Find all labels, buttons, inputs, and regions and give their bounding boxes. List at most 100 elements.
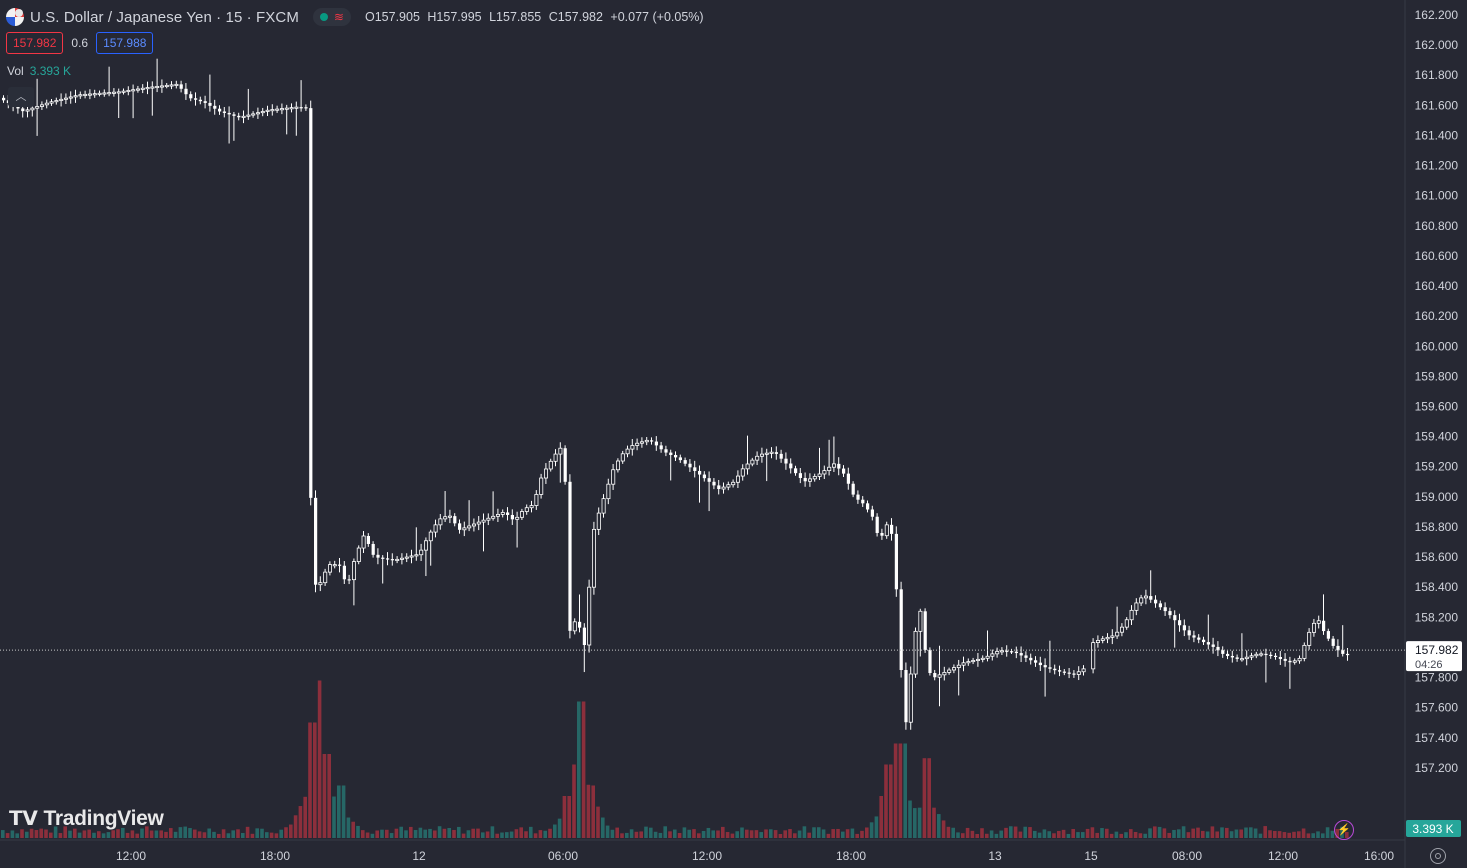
- candle-body-up: [1307, 631, 1312, 646]
- volume-bar: [1129, 829, 1133, 838]
- volume-bar: [855, 833, 859, 838]
- logo-text: TradingView: [43, 806, 164, 830]
- candle-body-up: [443, 516, 448, 520]
- market-open-icon: [319, 13, 328, 21]
- volume-bar: [317, 680, 322, 838]
- volume-bar: [1196, 827, 1200, 838]
- volume-bar: [860, 830, 864, 838]
- candle-body-down: [1274, 655, 1278, 658]
- volume-bar: [538, 830, 543, 838]
- volume-bar: [769, 829, 773, 838]
- candle-body-up: [241, 115, 246, 118]
- volume-bar: [135, 833, 139, 838]
- candle-body-down: [1149, 596, 1153, 600]
- candle-body-down: [376, 554, 380, 558]
- candle-body-up: [736, 475, 741, 483]
- candle-body-down: [669, 452, 673, 455]
- bar-countdown-label: 04:26: [1415, 659, 1443, 671]
- candle-body-up: [361, 535, 366, 549]
- volume-bar: [644, 826, 648, 838]
- volume-bar: [754, 830, 759, 838]
- candle-body-down: [904, 670, 908, 723]
- volume-bar: [125, 832, 130, 838]
- volume-bar: [1133, 831, 1138, 838]
- volume-bar: [452, 829, 456, 838]
- volume-bar: [1181, 826, 1186, 838]
- volume-bar: [989, 830, 994, 838]
- sell-button[interactable]: 157.982: [6, 32, 64, 54]
- gear-icon[interactable]: [1430, 848, 1446, 864]
- price-tick-label: 160.800: [1415, 219, 1459, 233]
- volume-axis-label: 3.393 K: [1412, 822, 1453, 836]
- tradingview-logo[interactable]: 𝗧𝗩 TradingView: [9, 806, 164, 831]
- volume-legend[interactable]: Vol 3.393 K: [7, 64, 71, 78]
- time-tick-label: 12:00: [1268, 849, 1298, 863]
- volume-bar: [308, 722, 312, 838]
- volume-bar: [1268, 830, 1272, 838]
- candle-body-up: [395, 558, 400, 561]
- candle-body-down: [1216, 646, 1220, 651]
- volume-bar: [663, 826, 667, 838]
- candle-body-up: [1249, 655, 1254, 658]
- volume-bar: [629, 829, 634, 838]
- spread-value: 0.6: [71, 36, 89, 50]
- price-tick-label: 158.800: [1415, 520, 1459, 534]
- volume-bar: [231, 830, 235, 838]
- volume-bar: [313, 722, 317, 838]
- volume-bar: [509, 831, 514, 838]
- price-tick-label: 161.200: [1415, 159, 1459, 173]
- candle-body-up: [112, 91, 117, 94]
- volume-bar: [812, 827, 816, 838]
- volume-bar: [788, 829, 792, 838]
- ohlc-high: H157.995: [427, 10, 482, 24]
- volume-bar: [428, 828, 432, 838]
- collapse-legend-button[interactable]: ︿: [8, 87, 34, 107]
- volume-bar: [553, 824, 557, 838]
- candle-body-down: [390, 559, 394, 561]
- lightning-icon[interactable]: ⚡: [1334, 820, 1354, 840]
- candle-body-down: [453, 516, 457, 524]
- volume-bar: [63, 826, 67, 838]
- volume-bar: [337, 785, 341, 838]
- candle-body-up: [1302, 644, 1307, 659]
- volume-bar: [1, 830, 5, 838]
- market-status-badge[interactable]: ≋: [312, 8, 351, 26]
- candle-body-up: [44, 102, 49, 106]
- volume-bar: [893, 743, 898, 838]
- price-tick-label: 159.200: [1415, 460, 1459, 474]
- candle-body-up: [884, 524, 889, 537]
- candle-body-up: [995, 651, 1000, 655]
- symbol-title[interactable]: U.S. Dollar / Japanese Yen · 15 · FXCM: [30, 8, 299, 26]
- volume-bar: [15, 833, 19, 838]
- candle-body-up: [587, 586, 592, 646]
- candle-body-down: [779, 453, 783, 459]
- symbol-header[interactable]: U.S. Dollar / Japanese Yen · 15 · FXCM ≋…: [6, 6, 708, 28]
- ohlc-readout: O157.905 H157.995 L157.855 C157.982 +0.0…: [365, 10, 708, 24]
- candle-body-up: [1110, 635, 1115, 638]
- volume-bar: [749, 830, 754, 838]
- volume-bar: [1076, 832, 1080, 838]
- volume-bar: [673, 829, 677, 838]
- candle-body-up: [495, 513, 500, 517]
- buy-button[interactable]: 157.988: [96, 32, 154, 54]
- volume-bar: [759, 832, 763, 838]
- candle-body-up: [558, 447, 563, 455]
- candle-body-up: [471, 523, 476, 527]
- volume-bar: [466, 830, 471, 838]
- volume-bar: [577, 701, 581, 838]
- volume-bar: [773, 830, 778, 838]
- volume-bar: [740, 827, 744, 838]
- volume-bar: [1201, 830, 1205, 838]
- volume-bar: [913, 808, 917, 838]
- volume-bar: [620, 833, 624, 838]
- price-tick-label: 159.800: [1415, 369, 1459, 383]
- candle-body-down: [309, 108, 313, 498]
- candle-body-up: [251, 113, 256, 116]
- candle-body-up: [524, 507, 529, 512]
- volume-bar: [461, 833, 466, 838]
- volume-bar: [956, 832, 960, 838]
- candle-body-up: [827, 466, 832, 472]
- candle-body-up: [49, 101, 54, 104]
- volume-bar: [351, 821, 355, 838]
